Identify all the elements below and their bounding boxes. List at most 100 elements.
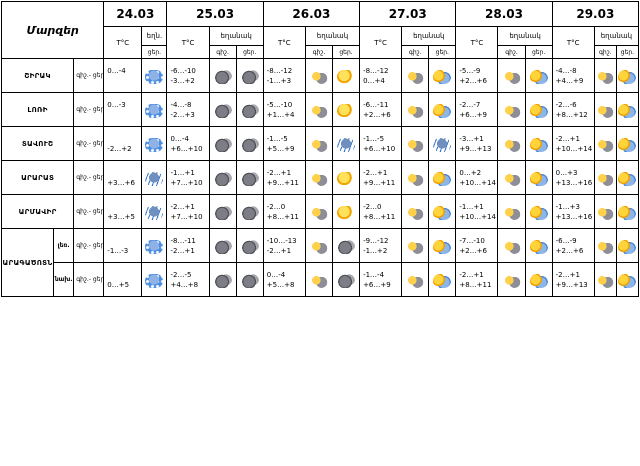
weather-icon-cell: [615, 160, 640, 195]
snow-weather-icon: [145, 273, 164, 288]
forecast-table: Մարզեր 24.03 25.03 26.03 27.03 28.03 29.…: [0, 1, 640, 297]
time-of-day-label: գիշ.- ցեր.: [73, 160, 105, 195]
temperature-cell: -2…-6 +8…+12: [551, 92, 595, 127]
night-weather-icon: [309, 69, 328, 84]
weather-icon-cell: [401, 194, 430, 229]
night-weather-icon: [596, 171, 615, 186]
temperature-cell: -3…+1 +9…+13: [455, 126, 499, 161]
temperature-cell: -7…-10 +2…+6: [455, 228, 499, 263]
day-temp: +6…+10: [363, 144, 396, 153]
weather-icon-cell: [304, 92, 333, 127]
part-weather-icon: [433, 273, 452, 288]
date-header: 29.03: [551, 1, 640, 27]
date-header: 26.03: [262, 1, 361, 27]
day-temp: +1…+4: [266, 110, 295, 119]
day-temp: +3…+6: [107, 178, 135, 187]
time-of-day-label: գիշ.- ցեր.: [73, 262, 105, 297]
weather-icon-cell: [141, 262, 168, 297]
temperature-cell: 0…-4 +6…+10: [166, 126, 210, 161]
weather-icon-cell: [208, 194, 237, 229]
night-temp: -3…+1: [459, 134, 484, 143]
night-temp: -4…-8: [555, 66, 577, 75]
weather-icon-cell: [524, 126, 553, 161]
night-weather-icon: [502, 239, 521, 254]
forecast-body: ՇԻՐԱԿ գիշ.- ցեր. 0…-4 -6…-10 -3…+2 -8…-12 -1……: [0, 58, 640, 297]
night-weather-icon: [502, 137, 521, 152]
weather-icon-cell: [593, 126, 617, 161]
weather-icon-cell: [401, 126, 430, 161]
night-temp: [107, 134, 141, 144]
day-temp: +4…+9: [555, 76, 584, 85]
weather-icon-cell: [497, 58, 526, 93]
weather-header: եղանակ: [497, 26, 553, 46]
weather-icon-cell: [304, 160, 333, 195]
day-temp: +9…+11: [363, 178, 396, 187]
temperature-cell: -5…-9 +2…+6: [455, 58, 499, 93]
weather-icon-cell: [331, 58, 361, 93]
night-temp: -2…+1: [363, 168, 388, 177]
weather-icon-cell: [304, 126, 333, 161]
weather-header: եղն.: [141, 26, 168, 46]
weather-header: եղանակ: [593, 26, 640, 46]
cloudy-weather-icon: [240, 239, 259, 254]
weather-icon-cell: [593, 58, 617, 93]
night-temp: -2…-6: [555, 100, 577, 109]
night-temp: -1…-4: [363, 270, 385, 279]
weather-icon-cell: [141, 126, 168, 161]
day-temp: +9…+13: [459, 144, 492, 153]
temp-header: T°C: [166, 26, 210, 59]
night-weather-icon: [502, 171, 521, 186]
time-of-day-label: գիշ.- ցեր.: [73, 194, 105, 229]
night-temp: -6…-11: [363, 100, 389, 109]
weather-header: եղանակ: [401, 26, 457, 46]
region-row: ՏԱՎՈՒՇ գիշ.- ցեր. -2…+2 0…-4 +6…+10 -1…-5 +5……: [0, 126, 640, 161]
day-temp: +8…+12: [555, 110, 588, 119]
weather-icon-cell: [615, 58, 640, 93]
part-weather-icon: [529, 69, 548, 84]
temperature-cell: -2…0 +8…+11: [262, 194, 306, 229]
weather-icon-cell: [497, 228, 526, 263]
day-temp: -2…+1: [170, 246, 195, 255]
weather-icon-cell: [593, 160, 617, 195]
day-temp: +8…+11: [363, 212, 396, 221]
cloudy-weather-icon: [240, 103, 259, 118]
day-temp: 0…+4: [363, 76, 385, 85]
day-temp: +2…+6: [363, 110, 391, 119]
temperature-cell: -2…0 +8…+11: [359, 194, 403, 229]
day-subheader: ցեր.: [428, 45, 457, 59]
sun-weather-icon: [337, 171, 356, 186]
night-weather-icon: [309, 137, 328, 152]
weather-icon-cell: [428, 160, 457, 195]
night-temp: -2…+1: [555, 134, 580, 143]
temperature-cell: -2…+2: [103, 126, 143, 161]
weather-icon-cell: [304, 194, 333, 229]
date-header: 24.03: [103, 1, 168, 27]
night-temp: 0…-4: [266, 270, 286, 279]
weather-icon-cell: [208, 92, 237, 127]
weather-icon-cell: [615, 126, 640, 161]
part-weather-icon: [433, 69, 452, 84]
weather-icon-cell: [208, 262, 237, 297]
part-weather-icon: [618, 137, 637, 152]
day-temp: +6…+9: [363, 280, 391, 289]
night-temp: 0…-4: [170, 134, 189, 143]
snow-weather-icon: [145, 69, 164, 84]
weather-icon-cell: [235, 262, 264, 297]
night-temp: -8…-11: [170, 236, 196, 245]
sun-weather-icon: [337, 103, 356, 118]
temperature-cell: -4…-8 +4…+9: [551, 58, 595, 93]
cloudy-weather-icon: [213, 273, 232, 288]
weather-icon-cell: [141, 194, 168, 229]
part-weather-icon: [529, 137, 548, 152]
night-weather-icon: [596, 205, 615, 220]
day-temp: +8…+11: [459, 280, 492, 289]
weather-icon-cell: [331, 228, 361, 263]
night-weather-icon: [596, 69, 615, 84]
weather-icon-cell: [401, 228, 430, 263]
temp-header: T°C: [103, 26, 143, 59]
day-temp: [107, 76, 141, 86]
night-weather-icon: [406, 239, 425, 254]
temperature-cell: 0…-4 +5…+8: [262, 262, 306, 297]
night-temp: -8…-12: [363, 66, 389, 75]
temp-header: T°C: [551, 26, 595, 59]
